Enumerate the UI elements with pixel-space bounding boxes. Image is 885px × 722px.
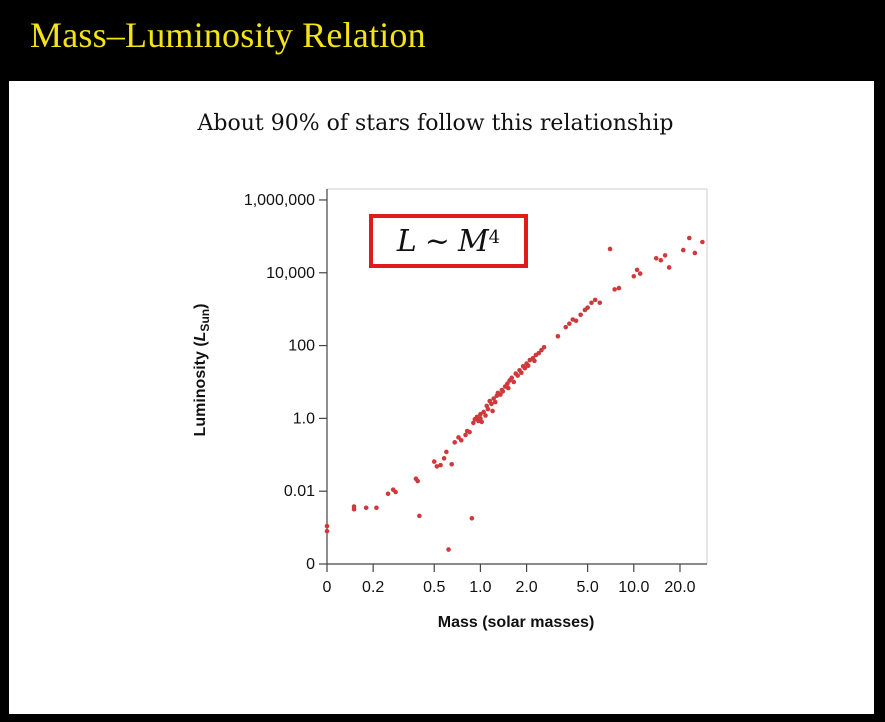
data-point [680, 247, 686, 253]
data-point [469, 516, 475, 521]
data-point [471, 420, 476, 426]
data-point [585, 305, 590, 310]
data-point [449, 461, 455, 467]
x-tick-label: 5.0 [577, 579, 599, 596]
data-point [612, 287, 617, 292]
data-point [592, 297, 598, 303]
data-point [653, 255, 659, 261]
data-point [536, 350, 542, 356]
slide-panel: About 90% of stars follow this relations… [9, 81, 874, 714]
data-point [434, 464, 440, 469]
data-point [666, 265, 672, 270]
data-point [662, 253, 668, 258]
y-tick-label: 1.0 [293, 410, 315, 427]
data-point [351, 504, 357, 509]
data-point [525, 363, 531, 369]
data-point [563, 324, 569, 330]
x-tick-label: 2.0 [515, 579, 537, 596]
data-point [456, 435, 461, 440]
data-point [509, 375, 515, 381]
data-point [441, 456, 447, 461]
x-axis-title: Mass (solar masses) [438, 614, 595, 631]
data-point [589, 300, 594, 306]
scatter-chart: 0 0.01 1.0 100 10,000 1,000,000 0 0.2 0.5 1.0 2.0 5… [192, 188, 708, 631]
data-point [463, 432, 468, 438]
data-point [489, 401, 494, 407]
data-point [478, 411, 483, 417]
x-tick-label: 10.0 [618, 579, 649, 596]
data-point [467, 429, 472, 435]
x-tick-label: 20.0 [664, 579, 695, 596]
data-point [458, 438, 464, 443]
chart-axes: 0 0.01 1.0 100 10,000 1,000,000 0 0.2 0.5 1.0 2.0 5… [244, 188, 708, 596]
data-point [324, 523, 330, 529]
data-point [438, 462, 443, 468]
data-point [385, 491, 391, 497]
data-point [541, 344, 547, 350]
x-tick-label: 0.5 [423, 579, 445, 596]
y-tick-label: 0 [306, 556, 315, 573]
data-point [431, 459, 437, 464]
data-point [567, 321, 572, 326]
data-point [578, 312, 583, 318]
x-tick-label: 1.0 [469, 579, 491, 596]
data-point [700, 239, 705, 245]
data-point [692, 250, 698, 256]
data-point [515, 373, 520, 378]
data-point [478, 416, 483, 421]
data-point [479, 419, 485, 425]
formula-lhs: L [396, 223, 417, 259]
data-point [444, 449, 449, 455]
y-tick-label: 1,000,000 [244, 192, 315, 209]
data-point [616, 285, 622, 291]
data-point [686, 235, 692, 241]
data-point [363, 505, 369, 511]
data-point [452, 440, 458, 445]
data-point [555, 333, 561, 339]
data-point [631, 273, 637, 279]
data-point [483, 413, 488, 418]
y-tick-label: 100 [288, 338, 315, 355]
data-point [490, 408, 495, 414]
data-point [522, 365, 528, 371]
data-point [481, 409, 486, 415]
x-tick-label: 0.2 [362, 579, 384, 596]
data-point [505, 385, 511, 391]
data-point [532, 358, 537, 364]
data-point [607, 246, 613, 252]
data-point [324, 528, 330, 534]
data-point [374, 505, 379, 511]
data-point [393, 489, 398, 495]
formula-rhs: M [457, 223, 489, 259]
data-point [511, 379, 517, 385]
data-point [446, 547, 451, 552]
data-point [637, 271, 643, 276]
y-axis-title: Luminosity (LSun) [192, 304, 212, 437]
data-point [498, 392, 503, 397]
formula-operator: ~ [424, 223, 450, 259]
data-point [597, 300, 603, 306]
data-point [492, 399, 498, 405]
data-point [485, 406, 491, 412]
data-point [519, 370, 524, 375]
data-point [415, 478, 420, 484]
data-point [634, 267, 640, 273]
y-tick-label: 10,000 [266, 265, 315, 282]
data-point [573, 318, 579, 324]
data-point [417, 513, 422, 519]
formula-exponent: 4 [488, 226, 501, 248]
data-point [491, 396, 496, 401]
data-point [658, 258, 664, 263]
data-point [500, 389, 506, 394]
chart-points [324, 235, 705, 552]
y-tick-label: 0.01 [284, 483, 315, 500]
x-tick-label: 0 [323, 579, 332, 596]
slide-title: Mass–Luminosity Relation [30, 15, 426, 55]
slide-subtitle: About 90% of stars follow this relations… [197, 111, 674, 136]
